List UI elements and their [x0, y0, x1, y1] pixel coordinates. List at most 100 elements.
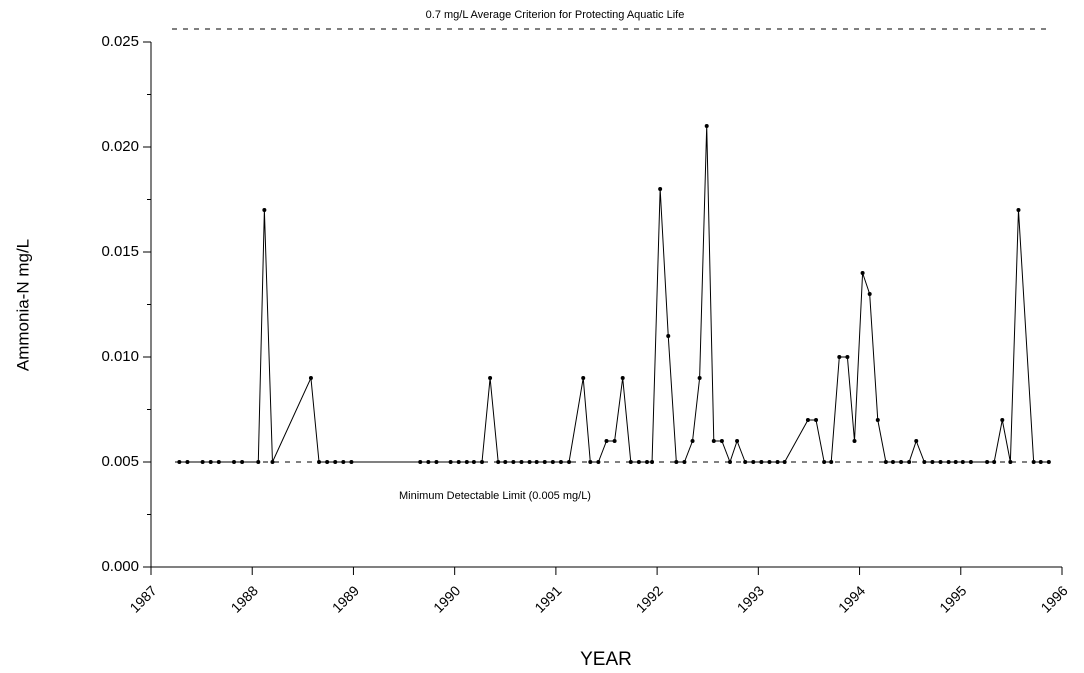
- data-point: [735, 439, 740, 443]
- data-point: [519, 460, 524, 464]
- data-point: [596, 460, 601, 464]
- data-point: [845, 355, 850, 359]
- data-point: [666, 334, 671, 338]
- y-tick-label: 0.010: [101, 348, 139, 365]
- data-point: [682, 460, 687, 464]
- y-tick-label: 0.005: [101, 453, 139, 470]
- x-axis-label: YEAR: [580, 649, 632, 670]
- data-point: [479, 460, 484, 464]
- y-tick-label: 0.020: [101, 138, 139, 155]
- y-tick-label: 0.025: [101, 33, 139, 50]
- data-point: [426, 460, 431, 464]
- x-tick-label: 1993: [734, 582, 767, 615]
- data-point: [775, 460, 780, 464]
- x-tick-label: 1996: [1037, 582, 1070, 615]
- data-point: [690, 439, 695, 443]
- data-point: [550, 460, 555, 464]
- data-point: [875, 418, 880, 422]
- data-point: [604, 439, 609, 443]
- data-point: [968, 460, 973, 464]
- data-point: [960, 460, 965, 464]
- data-point: [644, 460, 649, 464]
- x-tick-label: 1987: [126, 582, 159, 615]
- data-point: [534, 460, 539, 464]
- top-reference-label: 0.7 mg/L Average Criterion for Protectin…: [426, 9, 685, 21]
- data-point: [658, 187, 663, 191]
- data-point: [1000, 418, 1005, 422]
- data-point: [308, 376, 313, 380]
- data-point: [1008, 460, 1013, 464]
- data-point: [938, 460, 943, 464]
- data-point: [471, 460, 476, 464]
- data-point: [890, 460, 895, 464]
- data-point: [588, 460, 593, 464]
- data-point: [628, 460, 633, 464]
- y-axis-label: Ammonia-N mg/L: [13, 239, 32, 371]
- data-point: [511, 460, 516, 464]
- data-point: [946, 460, 951, 464]
- data-point: [612, 439, 617, 443]
- data-point: [1038, 460, 1043, 464]
- data-point: [860, 271, 865, 275]
- data-point: [341, 460, 346, 464]
- data-point: [349, 460, 354, 464]
- x-tick-label: 1994: [835, 582, 868, 615]
- data-point: [448, 460, 453, 464]
- data-point: [650, 460, 655, 464]
- data-point: [488, 376, 493, 380]
- data-point: [782, 460, 787, 464]
- data-point: [992, 460, 997, 464]
- data-point: [883, 460, 888, 464]
- data-point: [674, 460, 679, 464]
- data-point: [1016, 208, 1021, 212]
- data-point: [814, 418, 819, 422]
- data-point: [185, 460, 190, 464]
- data-point: [567, 460, 572, 464]
- data-point: [208, 460, 213, 464]
- data-point: [456, 460, 461, 464]
- data-point: [503, 460, 508, 464]
- data-point: [914, 439, 919, 443]
- y-tick-label: 0.015: [101, 243, 139, 260]
- data-point: [759, 460, 764, 464]
- data-point: [1031, 460, 1036, 464]
- data-point: [953, 460, 958, 464]
- data-point: [751, 460, 756, 464]
- data-point: [262, 208, 267, 212]
- data-point: [985, 460, 990, 464]
- x-tick-label: 1990: [430, 582, 463, 615]
- x-tick-label: 1989: [329, 582, 362, 615]
- data-point: [177, 460, 182, 464]
- data-point: [325, 460, 330, 464]
- x-tick-label: 1995: [936, 582, 969, 615]
- data-point: [837, 355, 842, 359]
- data-point: [464, 460, 469, 464]
- data-point: [922, 460, 927, 464]
- data-point: [867, 292, 872, 296]
- data-point: [805, 418, 810, 422]
- data-line: [179, 125, 1049, 464]
- data-point: [232, 460, 237, 464]
- data-point: [418, 460, 423, 464]
- data-point: [899, 460, 904, 464]
- x-tick-label: 1991: [531, 582, 564, 615]
- data-point: [270, 460, 275, 464]
- data-point: [711, 439, 716, 443]
- data-point: [822, 460, 827, 464]
- data-point: [558, 460, 563, 464]
- data-point: [256, 460, 261, 464]
- data-point: [527, 460, 532, 464]
- data-point: [767, 460, 772, 464]
- x-tick-label: 1988: [228, 582, 261, 615]
- data-point: [1046, 460, 1051, 464]
- data-point: [697, 376, 702, 380]
- data-point: [704, 124, 709, 128]
- data-point: [743, 460, 748, 464]
- data-point: [496, 460, 501, 464]
- y-tick-label: 0.000: [101, 558, 139, 575]
- data-point: [581, 376, 586, 380]
- reference-label: Minimum Detectable Limit (0.005 mg/L): [399, 490, 591, 502]
- data-point: [907, 460, 912, 464]
- data-point: [240, 460, 245, 464]
